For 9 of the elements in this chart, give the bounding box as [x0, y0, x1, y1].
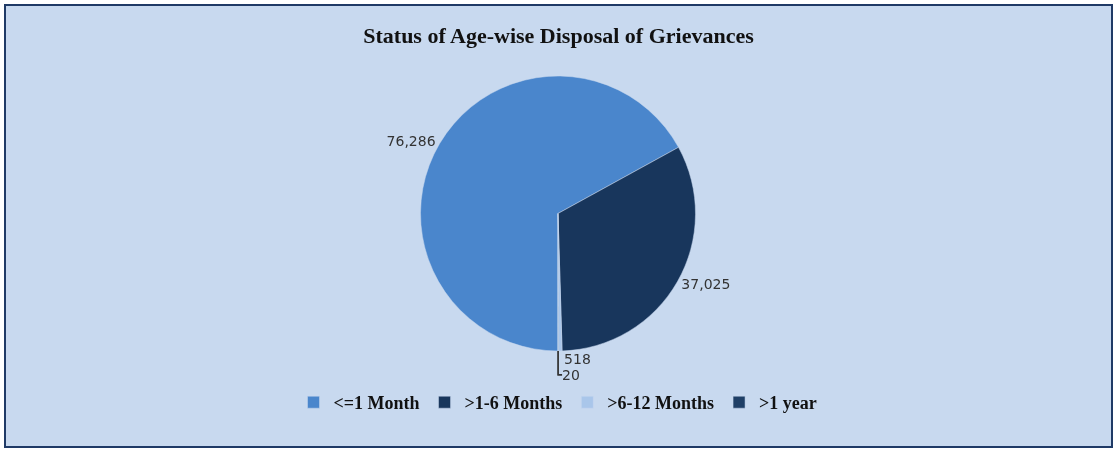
data-label: 76,286: [386, 133, 436, 150]
legend-label: >6-12 Months: [607, 393, 715, 414]
data-label: 37,025: [681, 275, 731, 292]
data-label: 518: [564, 350, 591, 367]
legend-label: >1-6 Months: [464, 393, 563, 414]
data-label: 20: [562, 366, 580, 383]
chart-title: Status of Age-wise Disposal of Grievances: [363, 23, 755, 49]
legend-label: >1 year: [759, 393, 817, 414]
legend-label: <=1 Month: [333, 393, 420, 414]
